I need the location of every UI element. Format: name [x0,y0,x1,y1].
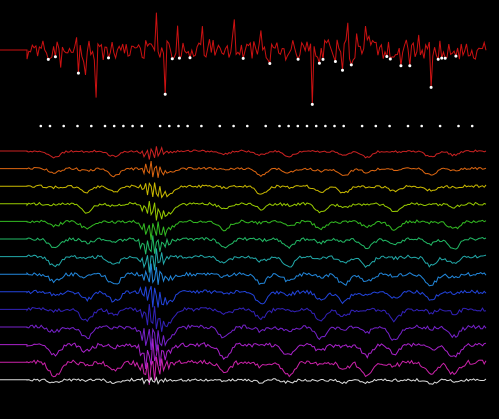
raster-event-dot [90,124,93,128]
raster-event-dot [278,124,281,128]
stacked-trace-line [0,376,487,385]
top-trace-dot [440,56,444,60]
raster-event-dot [62,124,65,128]
raster-event-dot [158,124,162,128]
raster-event-dot [296,124,300,128]
raster-event-dot [48,124,52,128]
top-trace-dot [349,63,353,67]
stacked-trace-line [0,161,487,178]
stacked-trace-line [0,235,487,255]
raster-event-dot [246,124,249,128]
top-trace-dot [341,68,344,72]
top-trace-dot [296,57,300,61]
raster-event-dot [218,124,222,128]
stacked-trace-line [0,263,487,287]
raster-event-dot [131,124,134,128]
stacked-trace-line [0,324,487,352]
top-trace-dot [388,57,392,61]
top-trace-dot [188,56,192,60]
top-trace-line [0,12,487,105]
top-trace-dot [53,55,57,59]
top-trace-dot [429,85,433,89]
raster-event-dot [200,124,203,128]
top-trace-dot [399,64,403,68]
raster-event-dot [470,124,474,128]
event-raster [39,124,474,128]
top-trace-dot [310,102,314,106]
raster-event-dot [232,124,235,128]
stacked-trace-line [0,304,487,332]
raster-event-dot [177,124,180,128]
raster-event-dot [103,124,107,128]
raster-event-dot [420,124,424,128]
top-trace-dot [46,57,50,61]
raster-event-dot [388,124,391,128]
top-trace [0,12,487,106]
stacked-traces [0,145,487,385]
top-trace-dot [454,54,458,58]
raster-event-dot [264,124,268,128]
stacked-trace-line [0,145,487,160]
top-trace-dot [107,56,110,60]
raster-event-dot [186,124,189,128]
top-trace-dot [408,64,412,68]
raster-event-dot [374,124,378,128]
raster-event-dot [140,124,144,128]
stacked-trace-line [0,286,487,308]
top-trace-dot [436,57,440,61]
raster-event-dot [406,124,410,128]
raster-event-dot [122,124,125,128]
stacked-trace-line [0,201,487,221]
top-trace-dot [321,57,325,61]
top-trace-dot [177,56,181,60]
top-trace-dot [317,61,321,65]
top-trace-dot [333,60,337,63]
stacked-trace-line [0,338,487,370]
top-trace-dot [385,55,389,58]
raster-event-dot [342,124,346,128]
top-trace-dot [268,62,272,65]
raster-event-dot [324,124,327,128]
top-trace-dot [443,56,447,60]
stacked-trace-line [0,248,487,273]
raster-event-dot [457,124,460,128]
raster-event-dot [314,124,318,128]
stacked-trace-line [0,357,487,385]
raster-event-dot [39,124,43,128]
top-trace-dot [76,71,80,75]
raster-event-dot [168,124,171,128]
raster-event-dot [438,124,442,128]
top-trace-dot [170,57,174,61]
stacked-trace-line [0,182,487,199]
raster-event-dot [333,124,336,128]
top-trace-dot [241,56,245,60]
stacked-trace-line [0,219,487,240]
raster-event-dot [305,124,309,128]
raster-event-dot [360,124,364,128]
raster-event-dot [112,124,116,128]
raster-event-dot [287,124,290,128]
raster-event-dot [76,124,79,128]
top-trace-dot [163,92,167,96]
